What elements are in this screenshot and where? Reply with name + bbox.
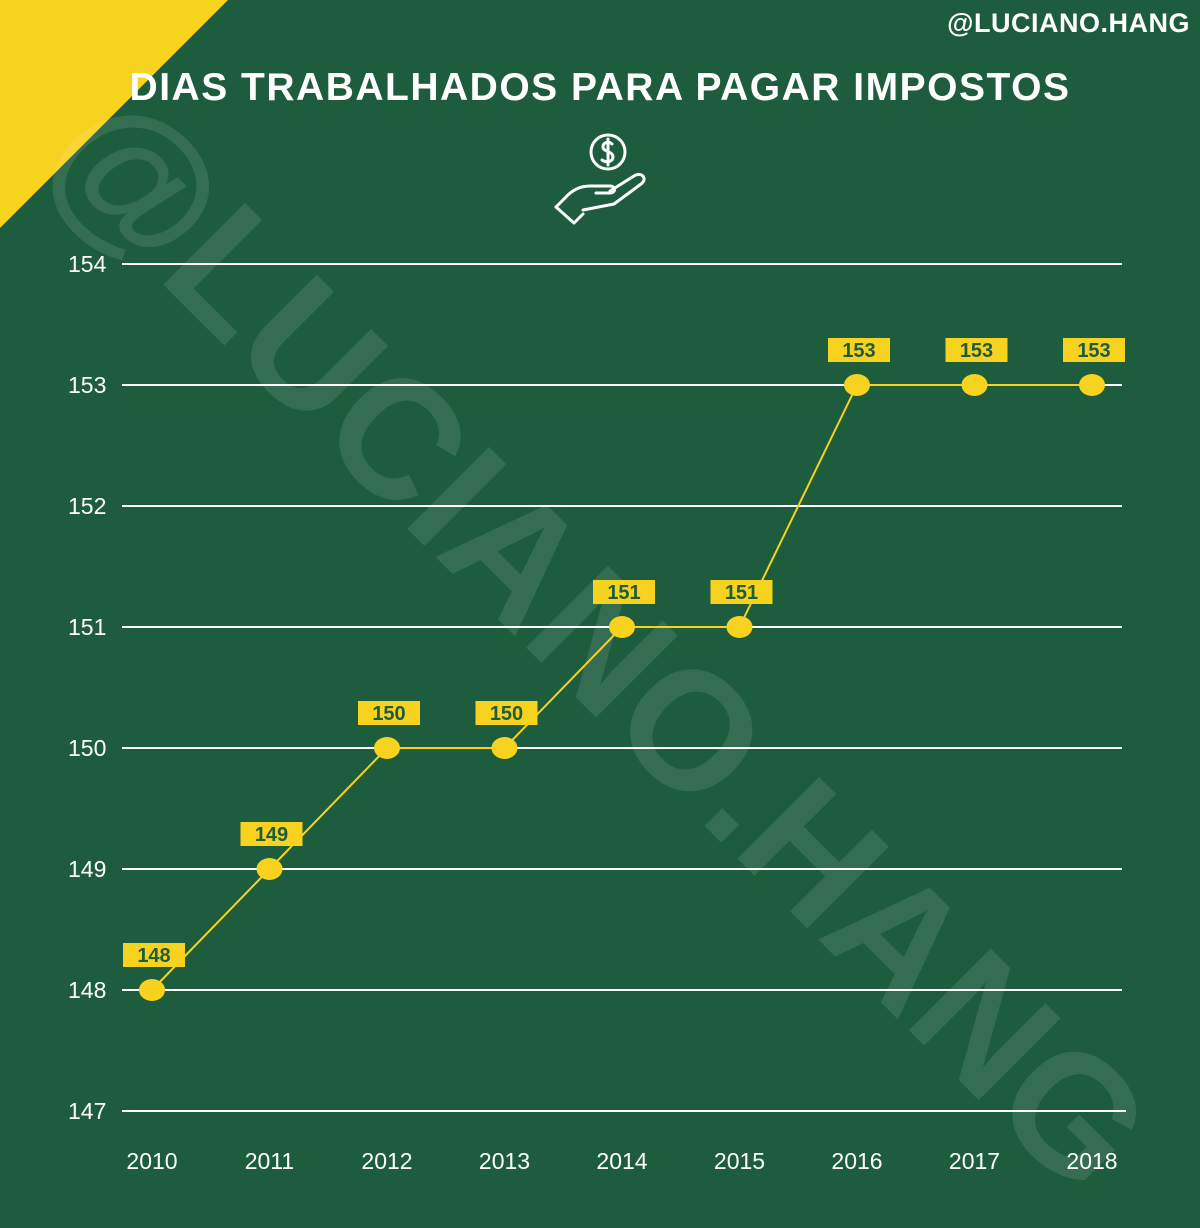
data-label: 153 (960, 340, 993, 362)
y-tick-label: 147 (68, 1098, 106, 1124)
hand-holding-dollar-icon (554, 133, 646, 225)
data-point (374, 737, 400, 759)
data-label-box (828, 338, 890, 362)
x-tick-label: 2010 (126, 1148, 177, 1174)
y-tick-label: 148 (68, 977, 106, 1003)
data-label: 151 (725, 582, 758, 604)
corner-triangle (0, 0, 228, 228)
x-tick-label: 2015 (714, 1148, 765, 1174)
x-tick-label: 2014 (596, 1148, 647, 1174)
data-label-box (358, 701, 420, 725)
data-point (1079, 374, 1105, 396)
y-tick-label: 152 (68, 493, 106, 519)
y-tick-label: 150 (68, 735, 106, 761)
data-label: 151 (607, 582, 640, 604)
x-tick-label: 2017 (949, 1148, 1000, 1174)
brand-handle: @LUCIANO.HANG (947, 8, 1190, 38)
data-point (139, 979, 165, 1001)
data-label-box (240, 822, 303, 846)
data-point (609, 616, 635, 638)
x-tick-label: 2011 (245, 1148, 294, 1174)
x-tick-label: 2016 (831, 1148, 882, 1174)
data-label: 150 (490, 703, 523, 725)
data-label-box (1063, 338, 1125, 362)
x-tick-label: 2018 (1066, 1148, 1117, 1174)
data-point (491, 737, 518, 759)
data-point (726, 616, 753, 638)
data-label: 153 (1077, 340, 1110, 362)
data-label: 149 (255, 824, 288, 846)
data-label-box (945, 338, 1008, 362)
data-point (256, 858, 283, 880)
y-tick-label: 154 (68, 251, 107, 277)
data-point (844, 374, 870, 396)
chart-title: DIAS TRABALHADOS PARA PAGAR IMPOSTOS (129, 66, 1071, 109)
y-tick-label: 149 (68, 856, 106, 882)
x-tick-label: 2013 (479, 1148, 530, 1174)
data-label-box (123, 943, 185, 967)
x-tick-label: 2012 (361, 1148, 412, 1174)
data-label-box (593, 580, 655, 604)
data-label: 150 (372, 703, 405, 725)
data-label: 148 (137, 945, 170, 967)
data-label-box (475, 701, 538, 725)
data-point (961, 374, 988, 396)
data-label-box (710, 580, 773, 604)
y-tick-label: 153 (68, 372, 106, 398)
line-chart: 147 148 149 150 151 152 153 154 2010 2011 2012 2013… (68, 251, 1126, 1174)
data-label: 153 (842, 340, 875, 362)
series-line (151, 384, 1092, 991)
y-tick-label: 151 (68, 614, 106, 640)
